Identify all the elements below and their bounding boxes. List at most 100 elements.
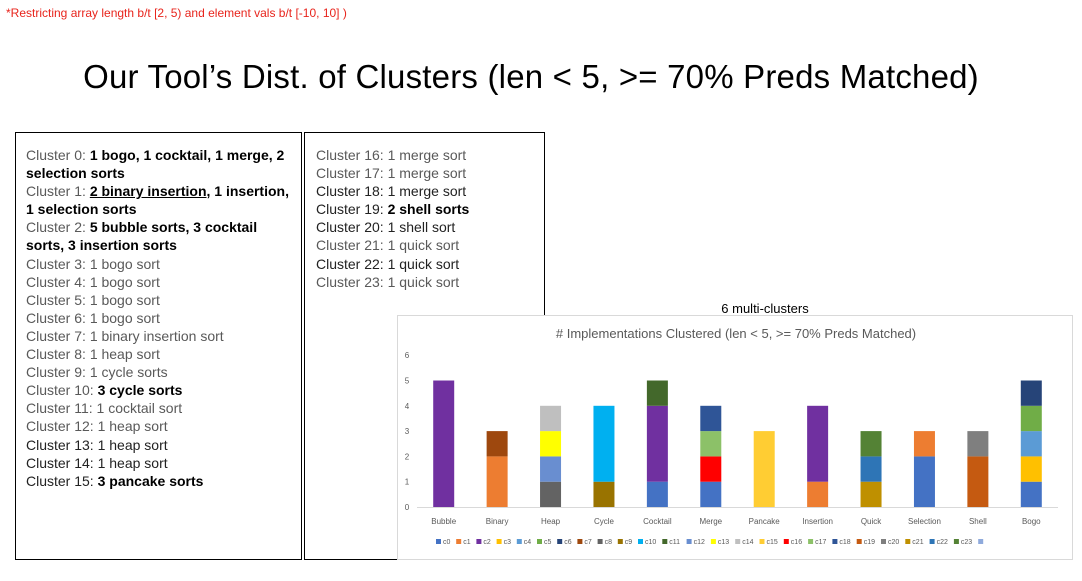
legend-label: c5 [544, 539, 552, 546]
legend-label: c12 [694, 539, 705, 546]
bar-segment-merge-c16 [700, 456, 722, 482]
cluster-desc: 1 bogo sort [89, 291, 160, 308]
bar-segment-insertion-c2 [807, 405, 829, 482]
bar-segment-bogo-c6 [1020, 380, 1042, 406]
cluster-desc: 1 heap sort [97, 454, 168, 471]
legend-swatch [856, 539, 862, 544]
legend-swatch [686, 539, 692, 544]
implementations-chart: # Implementations Clustered (len < 5, >=… [397, 315, 1073, 560]
cluster-desc-underlined: 2 binary insertion [89, 183, 207, 200]
cluster-label: Cluster 12: [26, 418, 98, 435]
legend-swatch [662, 539, 668, 544]
legend-label: c10 [645, 539, 656, 546]
cluster-label: Cluster 11: [26, 400, 97, 417]
legend-label: c22 [937, 539, 948, 546]
cluster-item: Cluster 12: 1 heap sort [26, 417, 291, 435]
cluster-item: Cluster 17: 1 merge sort [316, 164, 534, 182]
y-tick-label: 3 [405, 427, 410, 436]
cluster-label: Cluster 22: [316, 255, 388, 272]
cluster-item: Cluster 15: 3 pancake sorts [26, 472, 291, 490]
bar-segment-bogo-c0 [1020, 481, 1042, 507]
cluster-item: Cluster 8: 1 heap sort [26, 345, 291, 363]
x-category-label: Shell [969, 517, 987, 526]
bar-segment-bogo-c3 [1020, 456, 1042, 482]
cluster-item: Cluster 21: 1 quick sort [316, 236, 534, 254]
bar-segment-quick-c22 [860, 456, 882, 482]
legend-swatch [808, 539, 814, 544]
cluster-desc: 1 cycle sorts [89, 364, 168, 381]
cluster-label: Cluster 3: [26, 255, 90, 272]
cluster-item: Cluster 16: 1 merge sort [316, 146, 534, 164]
cluster-desc: 1 heap sort [89, 346, 160, 363]
legend-swatch [456, 539, 462, 544]
cluster-desc: 1 quick sort [387, 255, 460, 272]
cluster-label: Cluster 4: [26, 273, 90, 290]
cluster-desc-bold: 5 bubble sorts, 3 cocktail sorts, 3 inse… [26, 219, 258, 254]
legend-label: c9 [625, 539, 633, 546]
cluster-desc: 1 merge sort [387, 183, 467, 200]
legend-label: c23 [961, 539, 972, 546]
bar-segment-cocktail-c11 [646, 380, 668, 406]
legend-label: c6 [564, 539, 572, 546]
y-tick-label: 2 [405, 452, 410, 461]
bar-segment-merge-c0 [700, 481, 722, 507]
cluster-label: Cluster 18: [316, 183, 388, 200]
bar-segment-cocktail-c2 [646, 405, 668, 482]
cluster-item: Cluster 5: 1 bogo sort [26, 291, 291, 309]
cluster-item: Cluster 7: 1 binary insertion sort [26, 327, 291, 345]
chart-title: # Implementations Clustered (len < 5, >=… [556, 326, 916, 341]
x-category-label: Binary [486, 517, 509, 526]
legend-label: c1 [463, 539, 471, 546]
cluster-desc-bold: 2 shell sorts [387, 201, 470, 218]
cluster-label: Cluster 9: [26, 364, 90, 381]
cluster-label: Cluster 20: [316, 219, 388, 236]
multi-clusters-label: 6 multi-clusters [721, 301, 809, 316]
cluster-desc: 1 merge sort [387, 147, 467, 163]
cluster-desc: 1 cocktail sort [96, 400, 183, 417]
legend-swatch [978, 539, 984, 544]
x-category-label: Pancake [749, 517, 781, 526]
legend-swatch [953, 539, 959, 544]
cluster-item: Cluster 11: 1 cocktail sort [26, 399, 291, 417]
cluster-desc: 1 bogo sort [89, 255, 160, 272]
cluster-item: Cluster 0: 1 bogo, 1 cocktail, 1 merge, … [26, 146, 291, 182]
cluster-desc: 1 bogo sort [89, 309, 160, 326]
x-category-label: Bubble [431, 517, 456, 526]
bar-segment-heap-c8 [540, 481, 562, 507]
cluster-item: Cluster 19: 2 shell sorts [316, 200, 534, 218]
legend-label: c20 [888, 539, 899, 546]
cluster-desc: 1 heap sort [97, 436, 168, 453]
cluster-desc: 1 heap sort [97, 418, 168, 435]
legend-swatch [577, 539, 583, 544]
legend-swatch [597, 539, 603, 544]
legend-label: c7 [584, 539, 592, 546]
cluster-label: Cluster 1: [26, 183, 90, 200]
legend-label: c16 [791, 539, 802, 546]
x-category-label: Merge [699, 517, 722, 526]
cluster-desc: 1 quick sort [387, 237, 460, 254]
legend-swatch [476, 539, 482, 544]
cluster-label: Cluster 6: [26, 309, 90, 326]
cluster-desc-bold: 3 pancake sorts [97, 472, 204, 489]
cluster-label: Cluster 23: [316, 273, 388, 290]
cluster-label: Cluster 14: [26, 454, 98, 471]
cluster-label: Cluster 19: [316, 201, 388, 218]
legend-label: c14 [742, 539, 753, 546]
legend-swatch [496, 539, 502, 544]
cluster-label: Cluster 15: [26, 472, 98, 489]
legend-swatch [710, 539, 716, 544]
legend-label: c15 [767, 539, 778, 546]
legend-swatch [436, 539, 441, 544]
cluster-desc: 1 merge sort [387, 165, 467, 182]
y-tick-label: 1 [405, 478, 410, 487]
bar-segment-heap-c13 [540, 431, 562, 457]
x-category-label: Selection [908, 517, 941, 526]
bar-segment-cycle-c9 [593, 481, 615, 507]
bar-segment-quick-c21 [860, 481, 882, 507]
legend-label: c21 [912, 539, 923, 546]
cluster-label: Cluster 0: [26, 147, 90, 163]
bar-segment-cycle-c10 [593, 405, 615, 482]
x-category-label: Heap [541, 517, 561, 526]
cluster-item: Cluster 20: 1 shell sort [316, 218, 534, 236]
legend-swatch [783, 539, 789, 544]
